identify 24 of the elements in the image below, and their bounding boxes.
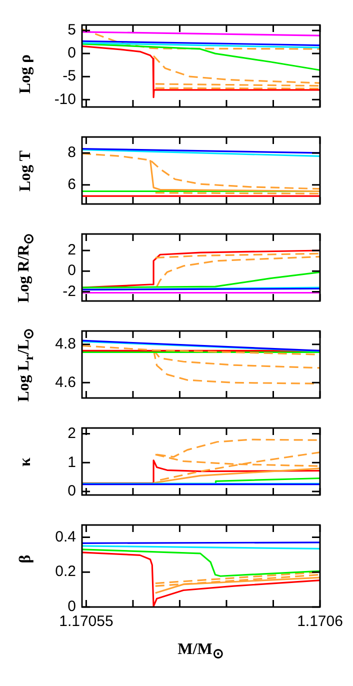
y-axis-title: Log T [17,150,34,192]
y-tick-label: 0.2 [55,563,76,580]
y-tick-label: 6 [68,176,76,193]
y-axis-title: κ [17,457,34,466]
y-tick-label: -5 [62,68,76,85]
y-axis-title: β [17,554,34,563]
y-tick-label: 0.4 [55,528,76,546]
y-tick-label: 5 [68,22,76,39]
y-tick-label: 0 [68,598,76,616]
y-tick-label: 4.8 [55,336,76,353]
y-tick-label: -10 [54,90,76,108]
y-tick-label: 2 [68,424,76,442]
y-tick-label: 0 [68,482,76,500]
y-tick-label: 0 [68,262,76,280]
y-tick-label: 1 [68,454,76,471]
y-tick-label: 2 [68,242,76,259]
y-tick-label: 4.6 [55,374,76,391]
x-tick-label: 1.1706 [297,613,343,630]
y-axis-title: Log ρ [17,54,34,94]
y-tick-label: 0 [68,44,76,62]
x-axis-title: M/M$_{⊙}$ [176,641,224,662]
y-tick-label: -2 [62,282,76,300]
x-tick-label: 1.17055 [59,613,114,630]
y-tick-label: 8 [68,144,76,162]
